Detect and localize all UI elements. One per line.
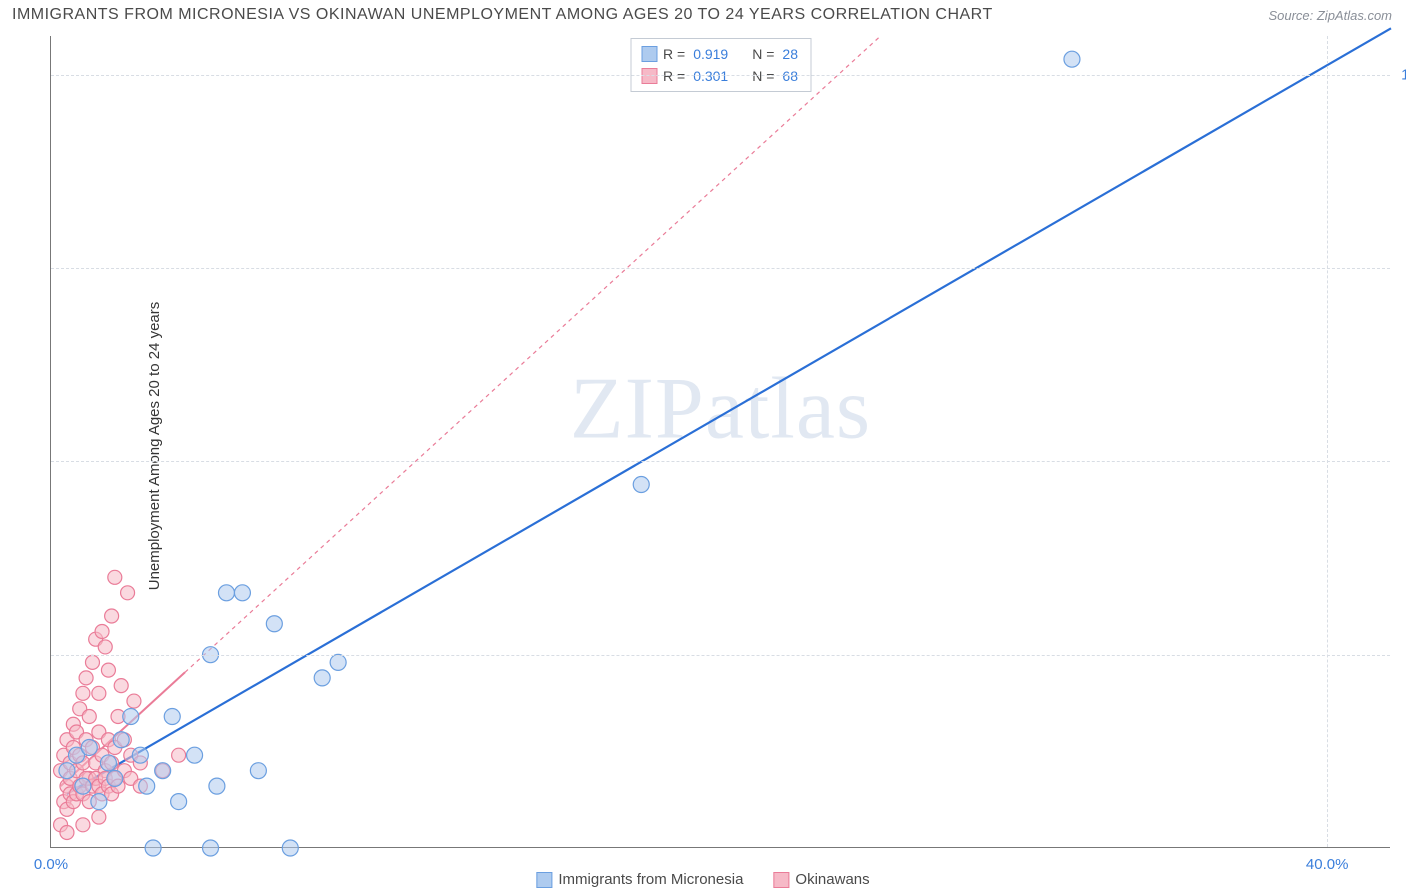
legend-label-2: Okinawans	[795, 871, 869, 888]
y-tick-label: 75.0%	[1397, 260, 1406, 277]
plot-area: ZIPatlas R = 0.919 N = 28 R = 0.301 N = …	[50, 36, 1390, 848]
x-tick-label: 40.0%	[1306, 856, 1349, 873]
legend-label-1: Immigrants from Micronesia	[558, 871, 743, 888]
n-value-2: 68	[782, 65, 798, 87]
x-tick-label: 0.0%	[34, 856, 68, 873]
r-value-2: 0.301	[693, 65, 728, 87]
legend-item-1: Immigrants from Micronesia	[536, 871, 743, 888]
chart-title: IMMIGRANTS FROM MICRONESIA VS OKINAWAN U…	[12, 6, 993, 24]
n-label-2: N =	[752, 65, 774, 87]
swatch-series1	[641, 46, 657, 62]
source-attribution: Source: ZipAtlas.com	[1268, 8, 1392, 23]
r-value-1: 0.919	[693, 43, 728, 65]
y-tick-label: 25.0%	[1397, 646, 1406, 663]
swatch-bottom-1	[536, 872, 552, 888]
y-tick-label: 100.0%	[1397, 66, 1406, 83]
r-label-2: R =	[663, 65, 685, 87]
y-tick-label: 50.0%	[1397, 453, 1406, 470]
legend-series: Immigrants from Micronesia Okinawans	[536, 871, 869, 888]
legend-row-series1: R = 0.919 N = 28	[641, 43, 800, 65]
r-label-1: R =	[663, 43, 685, 65]
n-label-1: N =	[752, 43, 774, 65]
chart-svg	[51, 36, 1390, 847]
legend-item-2: Okinawans	[773, 871, 869, 888]
legend-row-series2: R = 0.301 N = 68	[641, 65, 800, 87]
n-value-1: 28	[782, 43, 798, 65]
swatch-series2	[641, 68, 657, 84]
swatch-bottom-2	[773, 872, 789, 888]
legend-correlation: R = 0.919 N = 28 R = 0.301 N = 68	[630, 38, 811, 92]
